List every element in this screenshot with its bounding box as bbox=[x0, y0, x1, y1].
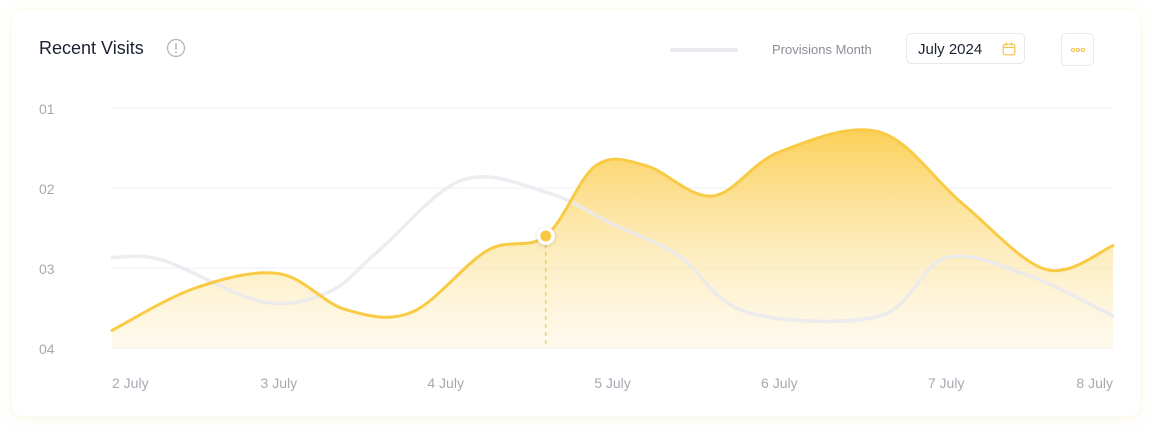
more-dots-icon bbox=[1071, 47, 1085, 53]
more-options-button[interactable] bbox=[1061, 33, 1094, 66]
info-circle-icon[interactable] bbox=[166, 38, 186, 58]
x-tick-label: 2 July bbox=[112, 375, 149, 391]
y-tick-label: 04 bbox=[39, 341, 55, 357]
series-line-provisions-month bbox=[110, 175, 1115, 324]
x-tick-label: 6 July bbox=[761, 375, 798, 391]
legend-label-provisions: Provisions Month bbox=[772, 42, 872, 57]
x-tick-label: 5 July bbox=[594, 375, 631, 391]
calendar-icon bbox=[1002, 42, 1016, 56]
card-title: Recent Visits bbox=[39, 38, 144, 58]
marker-point bbox=[540, 230, 552, 242]
series-line-visits bbox=[110, 128, 1115, 332]
month-picker[interactable]: July 2024 bbox=[906, 33, 1025, 64]
series-area-fill-visits bbox=[112, 129, 1113, 348]
y-tick-label: 01 bbox=[39, 101, 55, 117]
x-tick-label: 3 July bbox=[261, 375, 298, 391]
legend-swatch-provisions bbox=[670, 48, 738, 52]
y-tick-label: 02 bbox=[39, 181, 55, 197]
x-tick-label: 8 July bbox=[1076, 375, 1113, 391]
x-tick-label: 7 July bbox=[928, 375, 965, 391]
x-tick-label: 4 July bbox=[427, 375, 464, 391]
y-tick-label: 03 bbox=[39, 261, 55, 277]
month-picker-value: July 2024 bbox=[918, 41, 983, 58]
